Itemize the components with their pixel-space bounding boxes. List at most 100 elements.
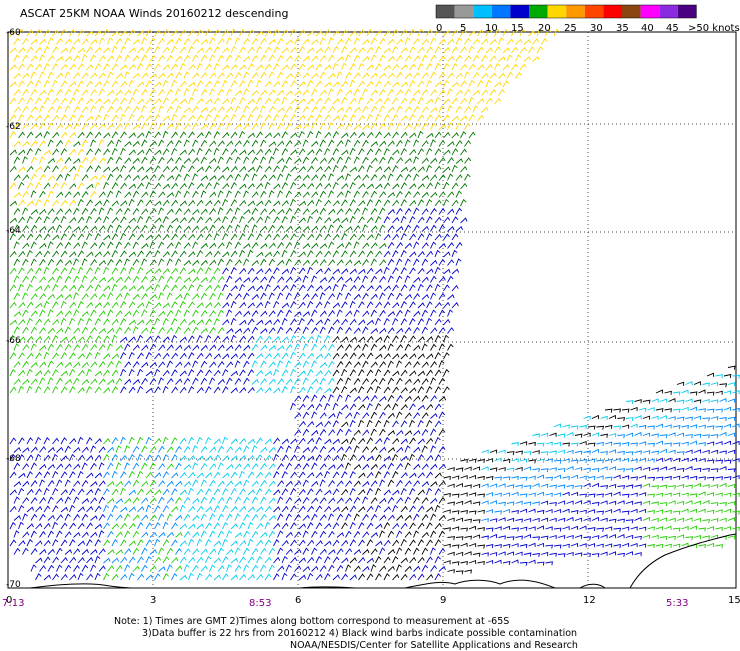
wind-barb: [56, 105, 63, 113]
wind-barb: [489, 533, 498, 539]
wind-barb: [625, 468, 634, 473]
wind-barb: [18, 369, 26, 377]
wind-barb: [583, 553, 591, 558]
wind-barb: [217, 38, 225, 45]
wind-barb: [183, 531, 191, 538]
wind-barb: [285, 122, 293, 130]
wind-barb: [124, 378, 132, 385]
wind-barb: [468, 510, 477, 515]
wind-barb: [145, 130, 152, 139]
wind-barb: [485, 492, 494, 497]
wind-barb: [332, 319, 340, 326]
wind-barb: [477, 493, 485, 498]
wind-barb: [307, 165, 315, 173]
wind-barb: [188, 114, 196, 122]
wind-barb: [77, 182, 85, 190]
wind-barb: [222, 114, 229, 122]
wind-barb: [430, 224, 437, 232]
wind-barb: [39, 226, 47, 232]
wind-barb: [268, 224, 276, 232]
wind-barb: [154, 283, 161, 292]
wind-barb: [154, 556, 162, 564]
wind-barb: [319, 173, 327, 181]
wind-barb: [370, 411, 378, 419]
wind-barb: [56, 72, 64, 79]
wind-barb: [285, 207, 293, 215]
wind-barb: [243, 445, 250, 453]
wind-barb: [73, 122, 80, 130]
wind-barb: [387, 156, 394, 164]
wind-barb: [319, 463, 327, 470]
wind-barb: [353, 225, 361, 232]
wind-barb: [319, 292, 326, 300]
wind-barb: [149, 55, 157, 62]
wind-barb: [209, 292, 216, 300]
wind-barb: [498, 89, 505, 96]
wind-barb: [162, 336, 170, 343]
wind-barb: [120, 436, 126, 445]
wind-barb: [120, 267, 127, 275]
wind-barb: [52, 556, 59, 564]
wind-barb: [47, 548, 55, 555]
wind-barb: [689, 457, 698, 462]
wind-barb: [179, 318, 187, 326]
wind-barb: [302, 377, 309, 385]
wind-barb: [188, 301, 195, 309]
wind-barb: [336, 463, 344, 470]
wind-barb: [205, 80, 213, 88]
wind-barb: [226, 241, 233, 249]
wind-barb: [421, 208, 429, 215]
wind-barb: [162, 46, 170, 54]
wind-barb: [443, 368, 450, 377]
wind-barb: [137, 522, 144, 530]
wind-barb: [26, 97, 34, 105]
wind-barb: [311, 174, 319, 181]
wind-barb: [22, 190, 29, 198]
wind-barb: [226, 88, 233, 96]
wind-barb: [141, 462, 148, 470]
wind-barb: [324, 64, 332, 71]
wind-barb: [13, 530, 20, 538]
wind-barb: [341, 301, 348, 309]
wind-barb: [22, 275, 29, 283]
wind-barb: [256, 30, 264, 37]
wind-barb: [358, 319, 366, 326]
wind-barb: [273, 318, 281, 326]
wind-barb: [103, 369, 110, 377]
wind-barb: [222, 283, 229, 292]
wind-barb: [145, 215, 152, 224]
wind-barb: [179, 250, 187, 258]
wind-barb: [311, 191, 319, 198]
wind-barb: [162, 521, 169, 530]
wind-barb: [30, 156, 38, 164]
wind-barb: [409, 335, 416, 343]
wind-barb: [77, 63, 85, 71]
wind-barb: [52, 46, 59, 54]
wind-barb: [383, 539, 391, 547]
wind-barb: [379, 479, 386, 487]
wind-barb: [69, 574, 77, 581]
wind-barb: [145, 454, 153, 462]
wind-barb: [205, 352, 213, 360]
wind-barb: [217, 72, 225, 79]
wind-barb: [710, 449, 719, 454]
wind-barb: [353, 411, 360, 419]
wind-barb: [302, 243, 311, 249]
wind-barb: [693, 399, 702, 404]
wind-barb: [47, 343, 55, 351]
wind-barb: [349, 369, 357, 377]
wind-barb: [188, 368, 195, 377]
wind-barb: [715, 390, 723, 395]
wind-barb: [30, 275, 37, 283]
wind-barb: [154, 182, 162, 190]
wind-barb: [417, 97, 424, 105]
wind-barb: [107, 327, 115, 334]
wind-barb: [149, 343, 157, 351]
wind-barb: [111, 353, 120, 360]
wind-barb: [230, 557, 239, 564]
wind-barb: [345, 123, 353, 130]
wind-barb: [200, 513, 207, 521]
wind-barb: [349, 454, 357, 462]
wind-barb: [226, 54, 233, 62]
wind-barb: [115, 498, 124, 504]
